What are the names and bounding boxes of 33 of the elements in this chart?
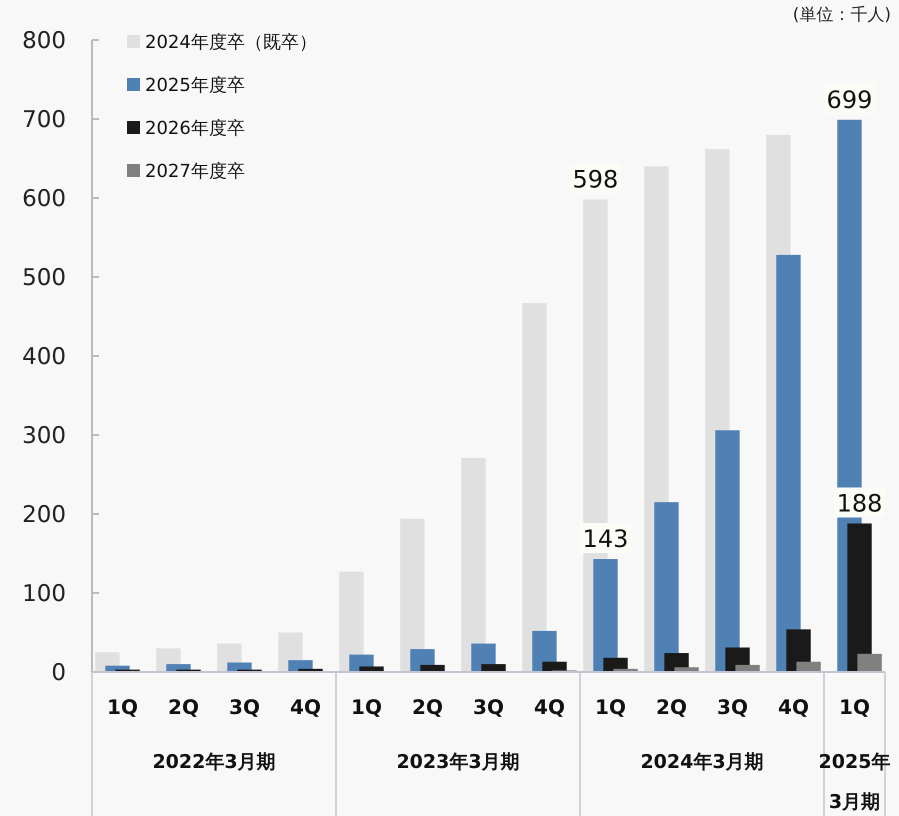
x-tick-label: 1Q xyxy=(107,695,138,719)
x-tick-label: 3Q xyxy=(473,695,504,719)
x-tick-label: 3Q xyxy=(717,695,748,719)
y-tick-label: 500 xyxy=(22,265,66,291)
text: 2023年3月期 xyxy=(396,751,520,773)
y-tick-label: 100 xyxy=(22,581,66,607)
y-tick-label: 700 xyxy=(22,107,66,133)
x-tick-label: 1Q xyxy=(595,695,626,719)
text: 2024年3月期 xyxy=(640,751,764,773)
text: 2022年3月期 xyxy=(152,751,276,773)
y-tick-label: 200 xyxy=(22,502,66,528)
x-tick-label: 2Q xyxy=(168,695,199,719)
text: 2025年3月期 xyxy=(818,751,890,813)
x-tick-label: 4Q xyxy=(778,695,809,719)
legend-label: 2026年度卒 xyxy=(145,118,245,139)
x-tick-label: 4Q xyxy=(290,695,321,719)
value-label: 699 xyxy=(823,84,876,114)
legend-label: 2025年度卒 xyxy=(145,75,245,96)
text: (単位：千人) xyxy=(792,5,891,25)
y-tick-label: 400 xyxy=(22,344,66,370)
x-tick-label: 2Q xyxy=(412,695,443,719)
y-tick-label: 300 xyxy=(22,423,66,449)
legend-label: 2027年度卒 xyxy=(145,161,245,182)
legend-label: 2024年度卒（既卒） xyxy=(145,32,317,53)
x-tick-label: 1Q xyxy=(351,695,382,719)
y-tick-label: 800 xyxy=(22,28,66,54)
x-tick-label: 4Q xyxy=(534,695,565,719)
x-tick-label: 3Q xyxy=(229,695,260,719)
y-tick-label: 0 xyxy=(51,660,66,686)
y-tick-label: 600 xyxy=(22,186,66,212)
x-tick-label: 2Q xyxy=(656,695,687,719)
x-tick-label: 1Q xyxy=(839,695,870,719)
value-label: 598 xyxy=(569,164,622,194)
